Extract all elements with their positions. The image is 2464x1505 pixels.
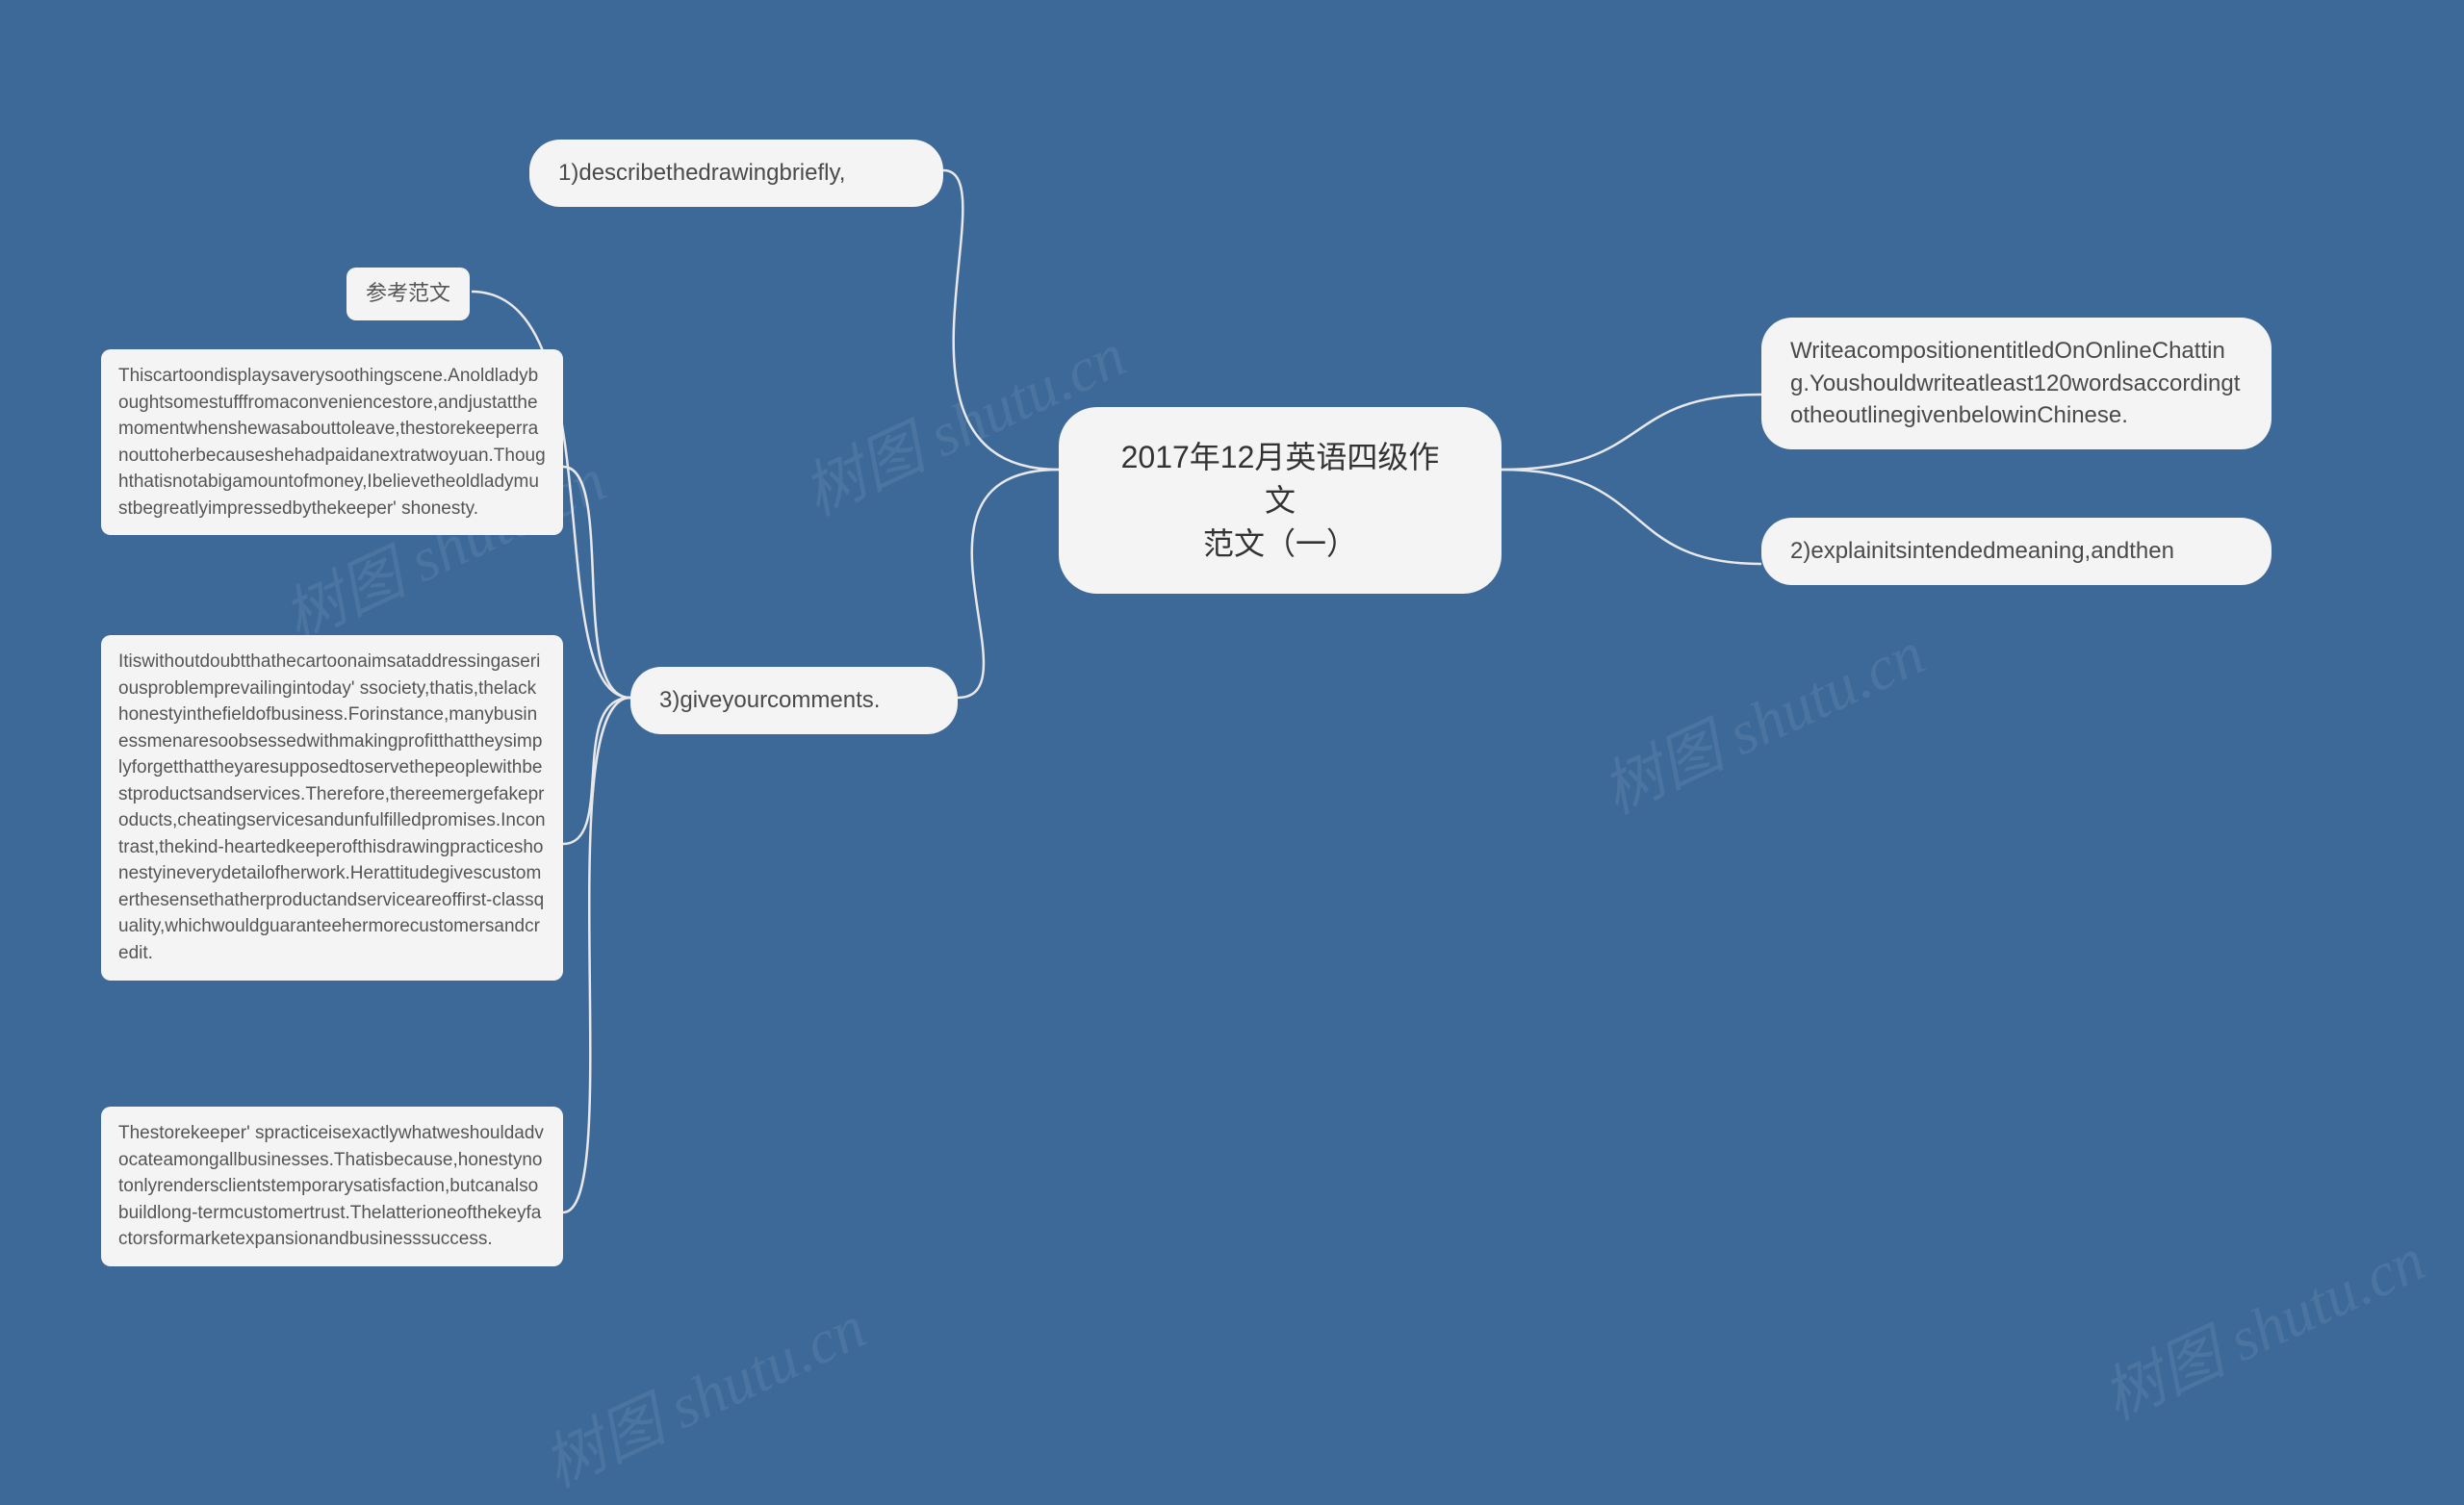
para3-text: Thestorekeeper' spracticeisexactlywhatwe… (118, 1123, 544, 1249)
step1-node[interactable]: 1)describethedrawingbriefly, (529, 140, 943, 207)
para2-node[interactable]: Itiswithoutdoubtthathecartoonaimsataddre… (101, 635, 563, 981)
watermark: 树图 shutu.cn (1585, 604, 1936, 830)
para2-text: Itiswithoutdoubtthathecartoonaimsataddre… (118, 651, 546, 963)
step2-text: 2)explainitsintendedmeaning,andthen (1790, 538, 2174, 564)
step2-node[interactable]: 2)explainitsintendedmeaning,andthen (1761, 518, 2272, 585)
center-title-line2: 范文（一） (1107, 523, 1453, 566)
composition-node[interactable]: WriteacompositionentitledOnOnlineChattin… (1761, 318, 2272, 449)
step3-node[interactable]: 3)giveyourcomments. (630, 667, 958, 734)
ref-label-text: 参考范文 (366, 281, 450, 305)
center-title-line1: 2017年12月英语四级作文 (1107, 436, 1453, 523)
para3-node[interactable]: Thestorekeeper' spracticeisexactlywhatwe… (101, 1107, 563, 1266)
watermark: 树图 shutu.cn (2086, 1211, 2436, 1437)
composition-text: WriteacompositionentitledOnOnlineChattin… (1790, 338, 2240, 428)
para1-text: Thiscartoondisplaysaverysoothingscene.An… (118, 366, 546, 519)
step1-text: 1)describethedrawingbriefly, (558, 160, 845, 186)
step3-text: 3)giveyourcomments. (659, 687, 880, 713)
center-node[interactable]: 2017年12月英语四级作文 范文（一） (1059, 407, 1502, 594)
watermark: 树图 shutu.cn (526, 1278, 877, 1504)
ref-label-node[interactable]: 参考范文 (346, 268, 470, 320)
para1-node[interactable]: Thiscartoondisplaysaverysoothingscene.An… (101, 349, 563, 535)
